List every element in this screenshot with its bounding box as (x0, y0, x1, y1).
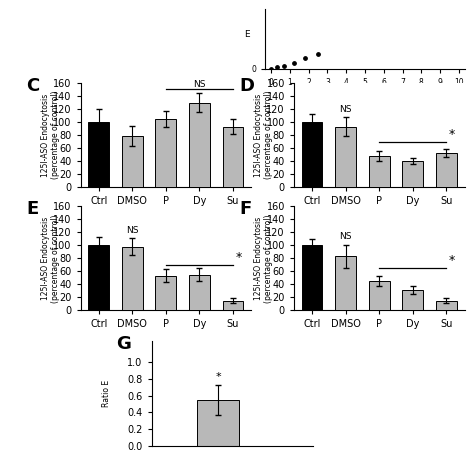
Point (281, 62, 288, 70)
Bar (155, 119, 176, 187)
Text: D: D (239, 77, 254, 95)
X-axis label: Time (h): Time (h) (346, 92, 384, 101)
Text: C: C (26, 77, 39, 95)
Bar (189, 102, 210, 187)
Text: E: E (26, 200, 38, 218)
Bar (122, 246, 143, 310)
Y-axis label: 125I-ASO Endocytosis
(percentage of control): 125I-ASO Endocytosis (percentage of cont… (254, 91, 273, 179)
Bar (155, 276, 176, 310)
Bar (402, 161, 423, 187)
Bar (301, 246, 322, 310)
Bar (70, 18, 110, 53)
Text: NS: NS (339, 105, 352, 114)
Text: *: * (236, 251, 242, 264)
Y-axis label: 125I-ASO Endocytosis
(percentage of control): 125I-ASO Endocytosis (percentage of cont… (41, 214, 60, 302)
Bar (122, 136, 143, 187)
FancyBboxPatch shape (24, 4, 146, 67)
Point (301, 55, 309, 62)
Bar (301, 122, 322, 187)
Bar (197, 400, 239, 446)
Point (314, 50, 322, 58)
Point (273, 64, 281, 71)
Bar (402, 290, 423, 310)
Point (290, 59, 297, 67)
Y-axis label: 125I-ASO Endocytosis
(percentage of control): 125I-ASO Endocytosis (percentage of cont… (254, 214, 273, 302)
Bar (369, 156, 390, 187)
Text: NS: NS (339, 232, 352, 241)
Text: *: * (215, 372, 221, 382)
Text: F: F (239, 200, 252, 218)
Text: *: * (449, 128, 456, 141)
Bar (335, 127, 356, 187)
Text: *: * (449, 255, 456, 267)
Bar (189, 274, 210, 310)
Bar (88, 122, 109, 187)
Point (267, 65, 275, 73)
Text: NS: NS (193, 80, 206, 89)
Text: NS: NS (126, 226, 138, 235)
Y-axis label: 125I-ASO Endocytosis
(percentage of control): 125I-ASO Endocytosis (percentage of cont… (41, 91, 60, 179)
Bar (369, 281, 390, 310)
Bar (88, 246, 109, 310)
Text: Ratio E: Ratio E (102, 380, 111, 407)
Bar (223, 301, 244, 310)
Bar (335, 256, 356, 310)
Bar (436, 153, 457, 187)
Bar (436, 301, 457, 310)
Y-axis label: E: E (245, 30, 250, 39)
Text: G: G (116, 335, 131, 353)
Bar (223, 127, 244, 187)
